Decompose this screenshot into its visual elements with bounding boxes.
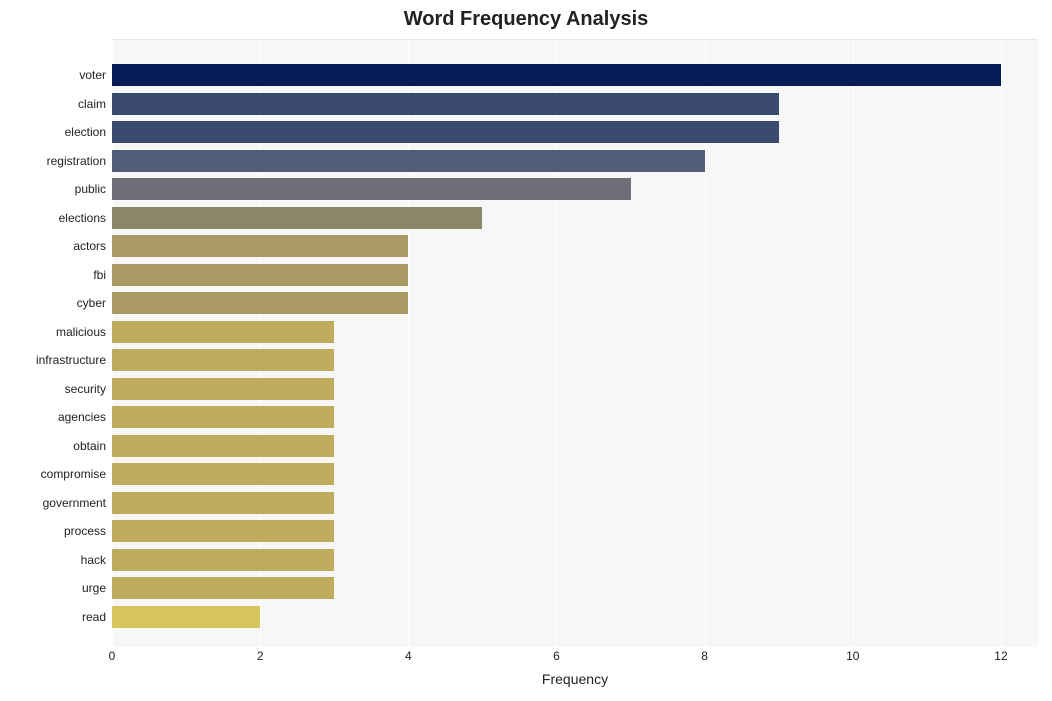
bar: [112, 492, 334, 514]
bar: [112, 178, 631, 200]
plot-area: voterclaimelectionregistrationpublicelec…: [112, 39, 1038, 647]
x-tick-label: 8: [701, 649, 708, 663]
bar: [112, 150, 705, 172]
bar: [112, 121, 779, 143]
y-tick-label: compromise: [41, 467, 106, 481]
bar: [112, 606, 260, 628]
x-tick-label: 10: [846, 649, 859, 663]
bar: [112, 264, 408, 286]
y-tick-label: process: [64, 524, 106, 538]
y-tick-label: urge: [82, 581, 106, 595]
y-tick-label: actors: [73, 239, 106, 253]
y-tick-label: claim: [78, 97, 106, 111]
bar: [112, 349, 334, 371]
bar: [112, 321, 334, 343]
y-tick-label: hack: [81, 553, 106, 567]
y-tick-label: cyber: [77, 296, 106, 310]
x-axis: Frequency 0 2 4 6 8 10 12: [112, 647, 1038, 697]
y-tick-label: registration: [47, 154, 106, 168]
bar: [112, 549, 334, 571]
chart-container: Word Frequency Analysis voterclaimelecti…: [8, 8, 1044, 693]
bar: [112, 235, 408, 257]
x-tick-label: 12: [994, 649, 1007, 663]
x-axis-label: Frequency: [542, 671, 608, 687]
y-tick-label: public: [75, 182, 106, 196]
y-tick-label: agencies: [58, 410, 106, 424]
x-tick-label: 2: [257, 649, 264, 663]
y-tick-label: obtain: [73, 439, 106, 453]
x-tick-label: 0: [109, 649, 116, 663]
chart-title: Word Frequency Analysis: [8, 8, 1044, 31]
bar: [112, 463, 334, 485]
bar: [112, 577, 334, 599]
bar: [112, 435, 334, 457]
y-tick-label: fbi: [93, 268, 106, 282]
x-tick-label: 4: [405, 649, 412, 663]
y-tick-label: voter: [79, 68, 106, 82]
bar: [112, 93, 779, 115]
gridline: [853, 40, 854, 647]
y-tick-label: read: [82, 610, 106, 624]
y-tick-label: elections: [59, 211, 106, 225]
y-tick-label: infrastructure: [36, 353, 106, 367]
bar: [112, 378, 334, 400]
bar: [112, 520, 334, 542]
x-tick-label: 6: [553, 649, 560, 663]
y-tick-label: security: [65, 382, 106, 396]
bar: [112, 292, 408, 314]
bar: [112, 64, 1001, 86]
bar: [112, 207, 482, 229]
y-tick-label: malicious: [56, 325, 106, 339]
y-tick-label: election: [65, 125, 106, 139]
bar: [112, 406, 334, 428]
y-tick-label: government: [43, 496, 106, 510]
gridline: [1001, 40, 1002, 647]
